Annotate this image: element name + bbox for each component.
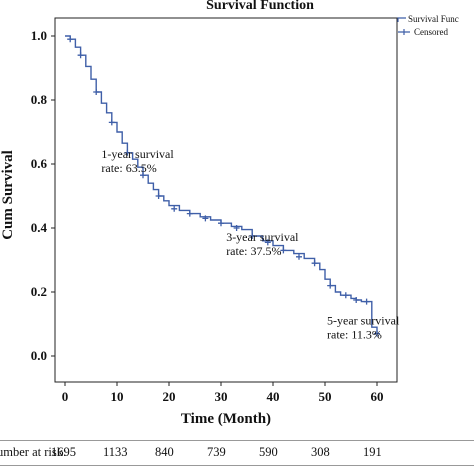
x-tick-label: 40	[267, 389, 280, 404]
censored-marker	[249, 233, 256, 239]
annotation-line-1: 5-year survival	[327, 314, 400, 328]
legend-item-censored: Censored	[414, 27, 448, 37]
x-tick-label: 20	[163, 389, 176, 404]
x-tick-label: 0	[62, 389, 69, 404]
risk-value: 1133	[103, 445, 128, 459]
censored-marker	[342, 292, 349, 299]
y-axis-label: Cum Survival	[0, 150, 16, 240]
censored-marker	[233, 225, 240, 231]
censored-marker	[171, 205, 178, 212]
y-tick-label: 1.0	[31, 28, 47, 43]
legend-item-survival: Survival Func	[408, 14, 459, 24]
annotation-line-2: rate: 11.3%	[327, 328, 382, 342]
censored-marker	[264, 239, 271, 246]
censored-marker	[67, 36, 74, 43]
x-tick-label: 10	[111, 389, 124, 404]
legend-step-swatch	[397, 17, 406, 22]
risk-value: 590	[259, 445, 278, 459]
y-tick-label: 0.0	[31, 348, 47, 363]
censored-marker	[280, 247, 287, 254]
risk-value: 1695	[51, 445, 76, 459]
x-tick-label: 30	[215, 389, 228, 404]
annotation-line-2: rate: 37.5%	[226, 244, 281, 258]
censored-marker	[218, 220, 224, 227]
x-tick-label: 60	[371, 389, 384, 404]
censored-marker	[363, 298, 370, 305]
censored-marker	[93, 89, 100, 95]
censor-layer	[67, 36, 380, 337]
censored-marker	[140, 172, 146, 179]
y-tick-label: 0.6	[31, 156, 48, 171]
axes: 0.0 0.2 0.4 0.6 0.8 1.0 0 10 20 30 40 50 60	[31, 28, 384, 404]
annotation-line-2: rate: 63.5%	[101, 161, 156, 175]
risk-label: Number at risk:	[0, 445, 67, 459]
y-tick-label: 0.4	[31, 220, 48, 235]
censored-marker	[124, 149, 131, 156]
censored-marker	[186, 210, 193, 217]
risk-value: 191	[363, 445, 382, 459]
x-tick-label: 50	[319, 389, 332, 404]
legend: Survival Func Censored	[397, 14, 459, 37]
censored-marker	[296, 253, 302, 260]
censored-marker	[327, 282, 334, 289]
risk-value: 840	[155, 445, 174, 459]
annotation-line-1: 3-year survival	[226, 230, 299, 244]
chart-title: Survival Function	[206, 0, 314, 13]
legend-censored-swatch	[398, 29, 410, 35]
censored-marker	[77, 52, 84, 59]
risk-value: 739	[207, 445, 226, 459]
survival-line	[65, 35, 378, 334]
censored-marker	[155, 193, 162, 199]
annotation-line-1: 1-year survival	[101, 147, 174, 161]
series-layer	[65, 35, 378, 334]
number-at-risk-row: Number at risk: 1695 1133 840 739 590 30…	[0, 440, 474, 466]
y-tick-label: 0.2	[31, 284, 47, 299]
censored-marker	[353, 297, 360, 303]
risk-value: 308	[311, 445, 330, 459]
plot-frame	[54, 17, 398, 383]
y-tick-label: 0.8	[31, 92, 48, 107]
censored-marker	[202, 215, 209, 222]
censored-marker	[108, 119, 115, 126]
censored-marker	[311, 260, 318, 267]
censored-marker	[374, 330, 380, 337]
x-axis-label: Time (Month)	[181, 411, 271, 427]
